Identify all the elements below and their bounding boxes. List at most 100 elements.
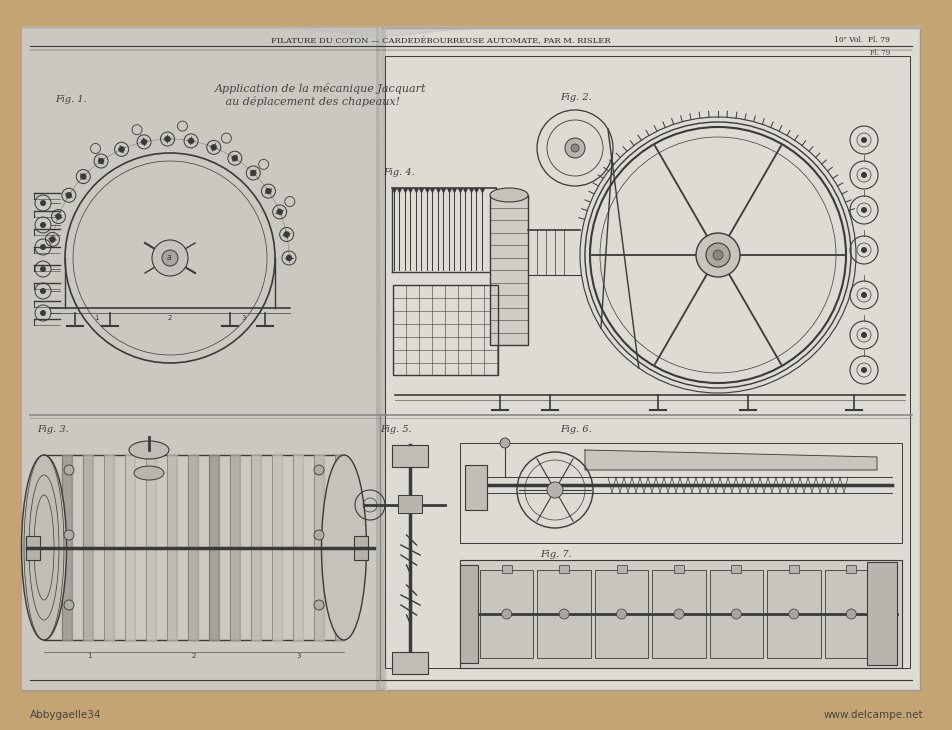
Bar [392,285,498,375]
Circle shape [64,465,74,475]
Bar [460,565,478,663]
Bar [376,28,386,690]
Circle shape [55,213,61,220]
Text: a: a [167,253,171,262]
Text: Fig. 4.: Fig. 4. [383,168,414,177]
Ellipse shape [134,466,164,480]
Bar [398,495,422,513]
Bar [766,570,820,658]
Bar [709,570,763,658]
Bar [391,445,427,467]
Circle shape [673,609,684,619]
Circle shape [80,174,87,180]
Circle shape [40,288,46,294]
Bar [460,560,901,668]
Circle shape [860,247,866,253]
Text: Fig. 7.: Fig. 7. [540,550,571,559]
Circle shape [788,609,798,619]
Ellipse shape [321,455,367,640]
Bar [594,570,647,658]
Bar [391,652,427,674]
Text: 2: 2 [191,653,196,659]
Circle shape [188,138,194,144]
Circle shape [570,144,579,152]
Circle shape [695,233,739,277]
Bar [616,565,625,573]
Text: 3: 3 [241,315,246,321]
Circle shape [141,139,147,145]
Circle shape [162,250,178,266]
Circle shape [705,243,729,267]
Bar [501,565,511,573]
Circle shape [616,609,625,619]
Text: Application de la mécanique Jacquart
   au déplacement des chapeaux!: Application de la mécanique Jacquart au … [215,83,426,107]
Bar [651,570,705,658]
Circle shape [64,600,74,610]
Bar [866,562,896,665]
Text: Fig. 2.: Fig. 2. [560,93,591,102]
Circle shape [313,530,324,540]
Bar [489,195,527,345]
Circle shape [165,136,170,142]
Text: Fig. 6.: Fig. 6. [560,425,591,434]
Circle shape [40,310,46,316]
Circle shape [860,137,866,143]
Bar [845,565,856,573]
Ellipse shape [489,188,527,202]
Text: 1: 1 [94,315,99,321]
Text: 1: 1 [87,653,91,659]
Circle shape [731,609,741,619]
Circle shape [286,255,291,261]
Circle shape [845,609,856,619]
Text: FILATURE DU COTON — CARDEDÉBOURREUSE AUTOMATE, PAR M. RISLER: FILATURE DU COTON — CARDEDÉBOURREUSE AUT… [271,36,610,44]
Circle shape [500,438,509,448]
Circle shape [40,266,46,272]
Bar [385,56,909,668]
Circle shape [860,332,866,338]
Circle shape [210,145,216,150]
Bar [480,570,533,658]
Bar [465,465,486,510]
Circle shape [118,146,125,153]
Text: 3: 3 [296,653,301,659]
Bar [559,565,568,573]
Circle shape [860,367,866,373]
Circle shape [40,222,46,228]
Circle shape [98,158,104,164]
Text: Abbygaelle34: Abbygaelle34 [30,710,102,720]
Circle shape [313,465,324,475]
Text: 10ᵉ Vol.  Pl. 79: 10ᵉ Vol. Pl. 79 [833,36,889,44]
Circle shape [64,530,74,540]
Polygon shape [585,450,876,470]
Ellipse shape [22,455,67,640]
Text: Fig. 1.: Fig. 1. [55,95,87,104]
Bar [22,28,380,690]
Bar [788,565,798,573]
Circle shape [284,231,289,237]
Text: 2: 2 [168,315,172,321]
Circle shape [313,600,324,610]
Text: Pl. 79: Pl. 79 [869,49,889,57]
Circle shape [501,609,511,619]
Circle shape [266,188,271,194]
Circle shape [276,209,283,215]
Bar [823,570,877,658]
Bar [44,455,344,640]
Circle shape [546,482,563,498]
Text: www.delcampe.net: www.delcampe.net [823,710,922,720]
Circle shape [860,292,866,298]
Bar [673,565,684,573]
Bar [731,565,741,573]
Circle shape [151,240,188,276]
Ellipse shape [129,441,169,459]
Circle shape [50,237,55,242]
Circle shape [40,244,46,250]
Circle shape [860,207,866,213]
Circle shape [565,138,585,158]
Bar [353,536,367,559]
Circle shape [231,155,238,161]
Circle shape [860,172,866,178]
Bar [460,443,901,543]
Circle shape [250,170,256,176]
Text: Fig. 5.: Fig. 5. [380,425,411,434]
